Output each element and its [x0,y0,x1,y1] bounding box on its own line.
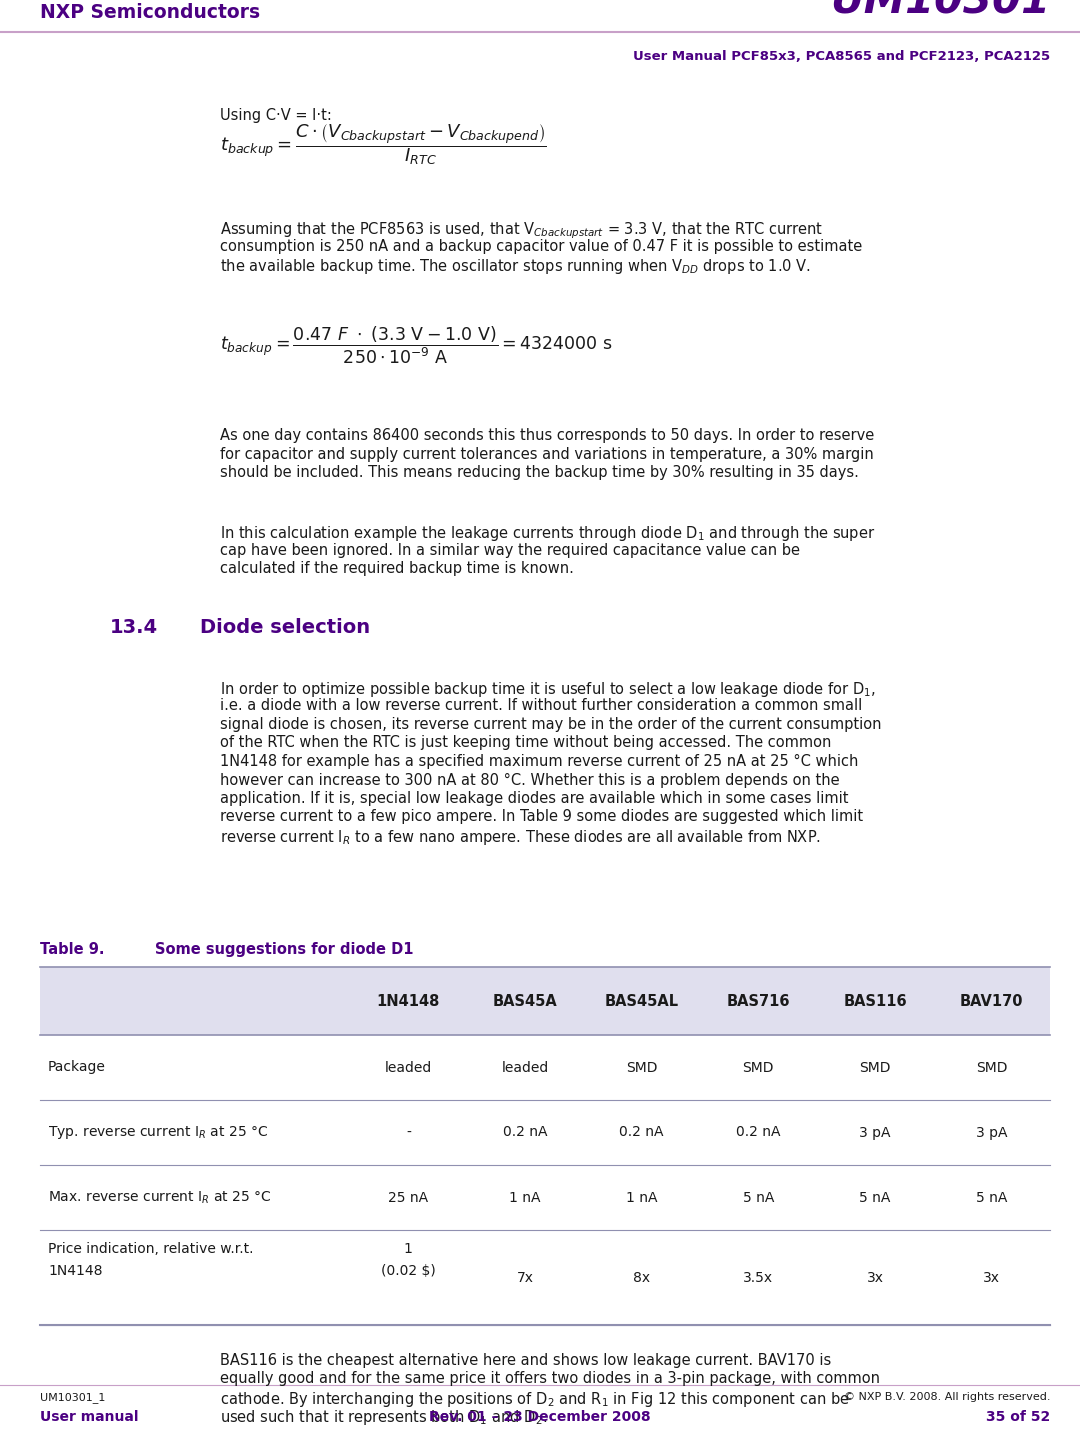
Text: reverse current to a few pico ampere. In Table 9 some diodes are suggested which: reverse current to a few pico ampere. In… [220,810,863,825]
Text: 3.5x: 3.5x [743,1271,773,1285]
Text: 7x: 7x [516,1271,534,1285]
Text: equally good and for the same price it offers two diodes in a 3-pin package, wit: equally good and for the same price it o… [220,1371,880,1387]
Text: Some suggestions for diode D1: Some suggestions for diode D1 [156,943,414,957]
Text: In order to optimize possible backup time it is useful to select a low leakage d: In order to optimize possible backup tim… [220,681,876,699]
Text: 1N4148: 1N4148 [48,1263,103,1278]
Text: 25 nA: 25 nA [389,1190,429,1204]
Text: As one day contains 86400 seconds this thus corresponds to 50 days. In order to : As one day contains 86400 seconds this t… [220,427,874,443]
Text: Table 9.: Table 9. [40,943,105,957]
Text: SMD: SMD [743,1061,774,1075]
Text: UM10301: UM10301 [829,0,1050,22]
Text: 0.2 nA: 0.2 nA [620,1125,664,1140]
Text: $t_{backup} = \dfrac{0.47\ F\ \cdot\ (3.3\ \mathrm{V} - 1.0\ \mathrm{V})}{250 \c: $t_{backup} = \dfrac{0.47\ F\ \cdot\ (3.… [220,324,612,366]
Text: Price indication, relative w.r.t.: Price indication, relative w.r.t. [48,1242,254,1256]
Text: for capacitor and supply current tolerances and variations in temperature, a 30%: for capacitor and supply current toleran… [220,446,874,462]
Text: consumption is 250 nA and a backup capacitor value of 0.47 F it is possible to e: consumption is 250 nA and a backup capac… [220,239,862,253]
Text: UM10301_1: UM10301_1 [40,1392,106,1403]
Text: used such that it represents both D$_1$ and D$_2$.: used such that it represents both D$_1$ … [220,1409,548,1427]
Text: BAV170: BAV170 [960,993,1024,1009]
Text: 0.2 nA: 0.2 nA [503,1125,548,1140]
Text: Typ. reverse current I$_R$ at 25 °C: Typ. reverse current I$_R$ at 25 °C [48,1124,268,1141]
Text: 1: 1 [404,1242,413,1256]
Text: Max. reverse current I$_R$ at 25 °C: Max. reverse current I$_R$ at 25 °C [48,1189,271,1206]
Text: Diode selection: Diode selection [200,617,370,637]
Text: BAS45AL: BAS45AL [605,993,678,1009]
Text: User manual: User manual [40,1410,138,1425]
Text: BAS45A: BAS45A [492,993,557,1009]
Text: Rev. 01 – 23 December 2008: Rev. 01 – 23 December 2008 [429,1410,651,1425]
Text: 8x: 8x [633,1271,650,1285]
Text: Assuming that the PCF8563 is used, that V$_{Cbackupstart}$ = 3.3 V, that the RTC: Assuming that the PCF8563 is used, that … [220,220,823,240]
Text: In this calculation example the leakage currents through diode D$_1$ and through: In this calculation example the leakage … [220,524,876,543]
Text: -: - [406,1125,410,1140]
Text: 3x: 3x [866,1271,883,1285]
Text: Package: Package [48,1061,106,1075]
Text: SMD: SMD [976,1061,1008,1075]
Text: reverse current I$_R$ to a few nano ampere. These diodes are all available from : reverse current I$_R$ to a few nano ampe… [220,827,821,848]
Text: 1N4148: 1N4148 [377,993,440,1009]
Text: BAS716: BAS716 [727,993,791,1009]
Text: 5 nA: 5 nA [976,1190,1008,1204]
Text: i.e. a diode with a low reverse current. If without further consideration a comm: i.e. a diode with a low reverse current.… [220,698,862,714]
Text: of the RTC when the RTC is just keeping time without being accessed. The common: of the RTC when the RTC is just keeping … [220,735,832,751]
Text: cathode. By interchanging the positions of D$_2$ and R$_1$ in Fig 12 this compon: cathode. By interchanging the positions … [220,1390,850,1409]
Text: 5 nA: 5 nA [860,1190,891,1204]
Text: should be included. This means reducing the backup time by 30% resulting in 35 d: should be included. This means reducing … [220,465,859,481]
Text: User Manual PCF85x3, PCA8565 and PCF2123, PCA2125: User Manual PCF85x3, PCA8565 and PCF2123… [633,50,1050,63]
Text: 3 pA: 3 pA [976,1125,1008,1140]
Text: 13.4: 13.4 [110,617,158,637]
Text: © NXP B.V. 2008. All rights reserved.: © NXP B.V. 2008. All rights reserved. [843,1392,1050,1402]
Text: calculated if the required backup time is known.: calculated if the required backup time i… [220,561,573,576]
Text: 1 nA: 1 nA [510,1190,541,1204]
Text: (0.02 $): (0.02 $) [381,1263,435,1278]
Text: signal diode is chosen, its reverse current may be in the order of the current c: signal diode is chosen, its reverse curr… [220,717,881,732]
Text: 0.2 nA: 0.2 nA [737,1125,781,1140]
Text: however can increase to 300 nA at 80 °C. Whether this is a problem depends on th: however can increase to 300 nA at 80 °C.… [220,773,839,787]
Text: leaded: leaded [501,1061,549,1075]
Text: Using C·V = I·t:: Using C·V = I·t: [220,108,332,122]
Text: $t_{backup} = \dfrac{C \cdot \left(V_{Cbackupstart} - V_{Cbackupend}\right)}{I_{: $t_{backup} = \dfrac{C \cdot \left(V_{Cb… [220,122,546,167]
Bar [40,967,1050,1035]
Text: cap have been ignored. In a similar way the required capacitance value can be: cap have been ignored. In a similar way … [220,543,800,557]
Text: SMD: SMD [626,1061,658,1075]
Text: BAS116: BAS116 [843,993,907,1009]
Text: 1N4148 for example has a specified maximum reverse current of 25 nA at 25 °C whi: 1N4148 for example has a specified maxim… [220,754,859,768]
Text: 35 of 52: 35 of 52 [986,1410,1050,1425]
Text: leaded: leaded [384,1061,432,1075]
Text: 3 pA: 3 pA [860,1125,891,1140]
Text: the available backup time. The oscillator stops running when V$_{DD}$ drops to 1: the available backup time. The oscillato… [220,258,811,276]
Text: NXP Semiconductors: NXP Semiconductors [40,3,260,22]
Text: BAS116 is the cheapest alternative here and shows low leakage current. BAV170 is: BAS116 is the cheapest alternative here … [220,1353,832,1368]
Text: SMD: SMD [860,1061,891,1075]
Text: application. If it is, special low leakage diodes are available which in some ca: application. If it is, special low leaka… [220,791,849,806]
Text: 5 nA: 5 nA [743,1190,774,1204]
Text: 1 nA: 1 nA [626,1190,658,1204]
Text: 3x: 3x [983,1271,1000,1285]
